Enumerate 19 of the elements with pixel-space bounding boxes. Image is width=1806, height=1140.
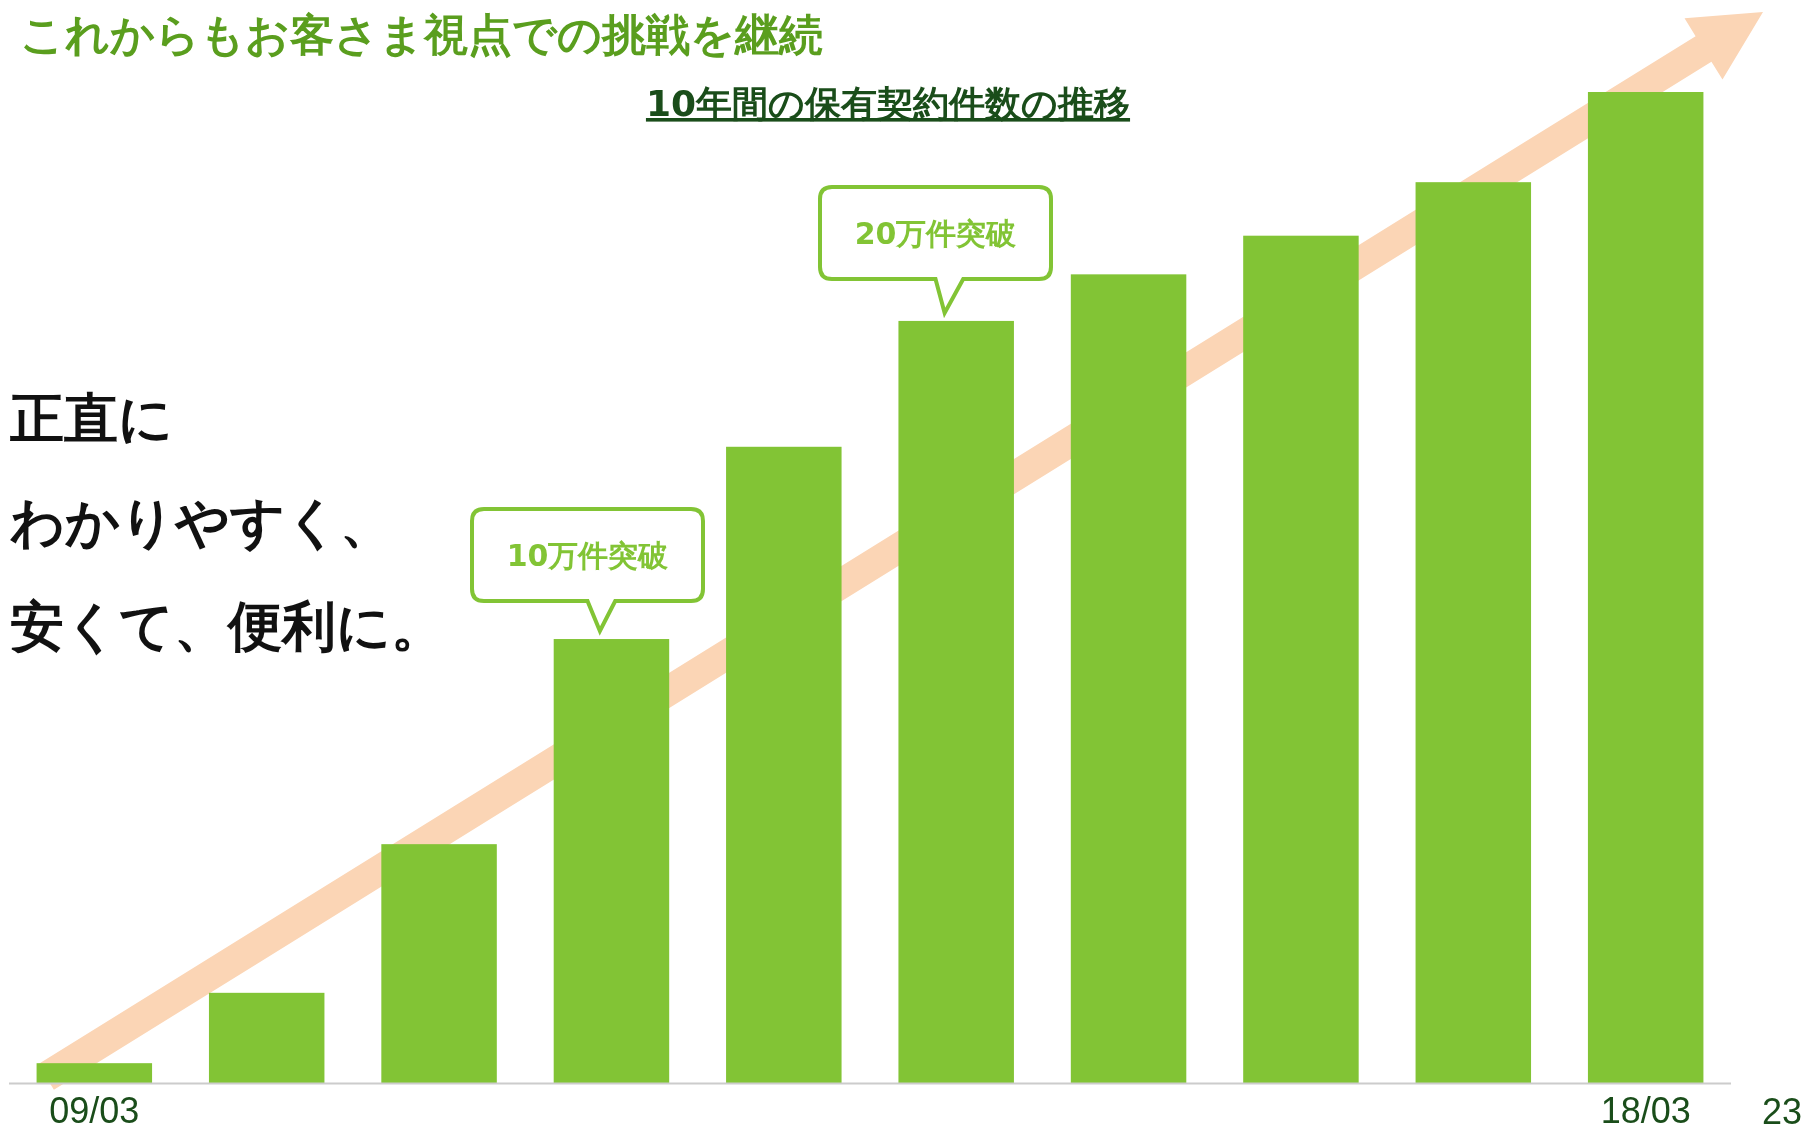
- bar: [553, 639, 670, 1083]
- annotation: 安くて、便利に。: [10, 595, 445, 658]
- x-tick-label: 09/03: [49, 1089, 140, 1131]
- bar: [381, 844, 497, 1083]
- bar: [1070, 274, 1187, 1083]
- text: 23: [1761, 1091, 1803, 1132]
- bar: [726, 446, 842, 1083]
- bar: [36, 1063, 153, 1083]
- bar: [1243, 235, 1359, 1083]
- annotation: 20万件突破: [854, 216, 1017, 251]
- bar: [1415, 182, 1532, 1083]
- chart-title: これからもお客さま視点での挑戦を継続: [20, 9, 823, 60]
- x-tick-label: 18/03: [1600, 1089, 1691, 1131]
- chart-subtitle: 10年間の保有契約件数の推移: [645, 83, 1131, 124]
- annotation: 10万件突破: [506, 538, 669, 573]
- bar: [1587, 92, 1704, 1083]
- annotation: 正直に: [9, 387, 173, 450]
- bar: [208, 992, 325, 1083]
- annotation: わかりやすく、: [10, 491, 394, 554]
